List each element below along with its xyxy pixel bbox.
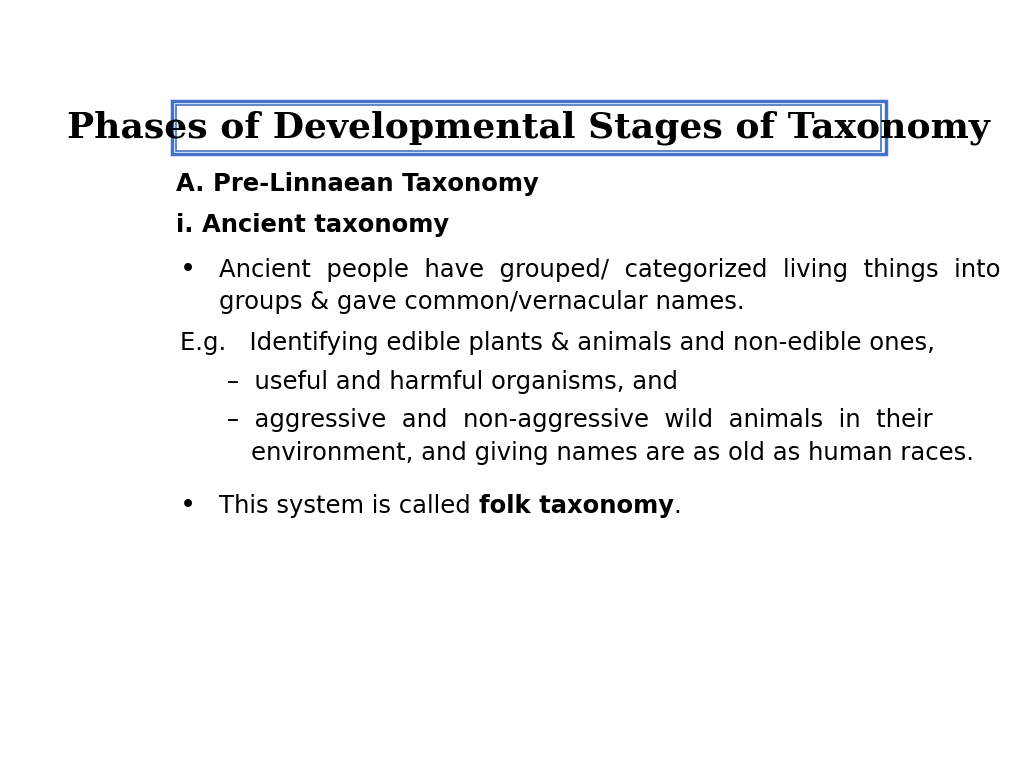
Text: –  aggressive  and  non-aggressive  wild  animals  in  their: – aggressive and non-aggressive wild ani… <box>227 409 933 432</box>
FancyBboxPatch shape <box>172 101 886 154</box>
Text: Ancient  people  have  grouped/  categorized  living  things  into: Ancient people have grouped/ categorized… <box>219 257 1000 282</box>
Text: Phases of Developmental Stages of Taxonomy: Phases of Developmental Stages of Taxono… <box>68 111 990 145</box>
Text: –  useful and harmful organisms, and: – useful and harmful organisms, and <box>227 370 678 394</box>
Text: •: • <box>179 257 196 283</box>
Text: .: . <box>674 494 682 518</box>
Text: environment, and giving names are as old as human races.: environment, and giving names are as old… <box>251 441 974 465</box>
Text: i. Ancient taxonomy: i. Ancient taxonomy <box>176 214 449 237</box>
Text: folk taxonomy: folk taxonomy <box>479 494 674 518</box>
Text: This system is called: This system is called <box>219 494 479 518</box>
Text: groups & gave common/vernacular names.: groups & gave common/vernacular names. <box>219 290 744 314</box>
Text: •: • <box>179 493 196 519</box>
Text: A. Pre-Linnaean Taxonomy: A. Pre-Linnaean Taxonomy <box>176 172 539 196</box>
Text: E.g.   Identifying edible plants & animals and non-edible ones,: E.g. Identifying edible plants & animals… <box>179 332 935 356</box>
